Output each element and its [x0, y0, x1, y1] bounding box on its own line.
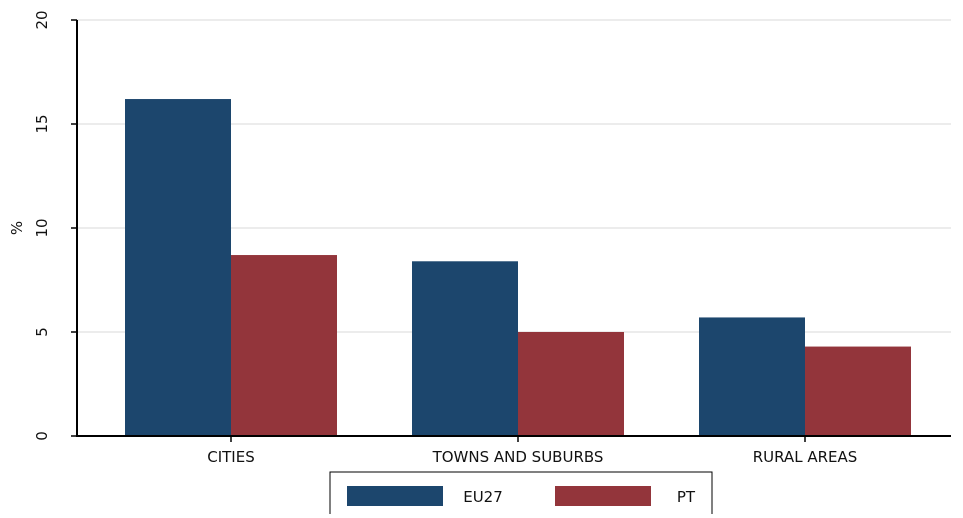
- bar-eu27-cities: [125, 99, 231, 436]
- bar-eu27-towns-and-suburbs: [412, 261, 518, 436]
- legend-swatch-eu27: [347, 486, 443, 506]
- y-tick-label-5: 5: [33, 327, 51, 337]
- bar-pt-rural-areas: [805, 346, 911, 436]
- y-tick-label-15: 15: [33, 114, 51, 133]
- x-tick-label-rural-areas: RURAL AREAS: [753, 448, 858, 466]
- y-axis-label: %: [8, 221, 26, 235]
- y-tick-label-0: 0: [33, 431, 51, 441]
- legend-swatch-pt: [555, 486, 651, 506]
- legend-label-pt: PT: [677, 488, 696, 506]
- y-tick-label-10: 10: [33, 218, 51, 237]
- bars: [125, 99, 911, 436]
- legend-label-eu27: EU27: [463, 488, 503, 506]
- bar-pt-cities: [231, 255, 337, 436]
- y-tick-label-20: 20: [33, 10, 51, 29]
- x-tick-label-cities: CITIES: [207, 448, 254, 466]
- bar-eu27-rural-areas: [699, 317, 805, 436]
- bar-pt-towns-and-suburbs: [518, 332, 624, 436]
- x-tick-label-towns-and-suburbs: TOWNS AND SUBURBS: [432, 448, 604, 466]
- legend: EU27 PT: [329, 471, 713, 518]
- tick-labels: 0 5 10 15 20 CITIES TOWNS AND SUBURBS RURAL ARE…: [33, 10, 857, 466]
